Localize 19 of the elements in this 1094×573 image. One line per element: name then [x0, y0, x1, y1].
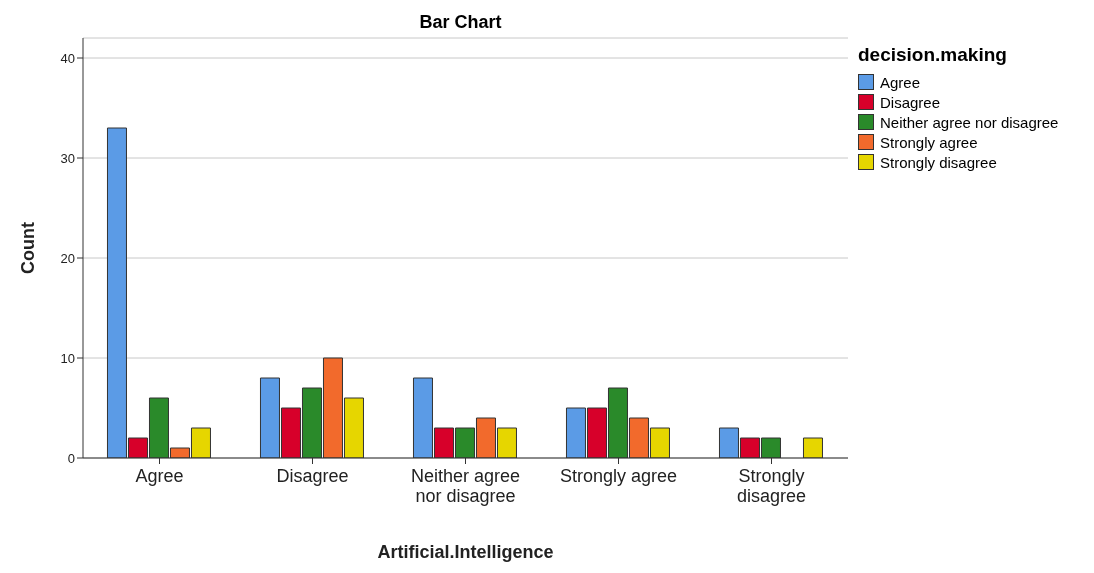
x-tick-label: Agree [135, 466, 184, 486]
chart-title: Bar Chart [418, 12, 503, 33]
y-tick-label: 0 [67, 450, 75, 466]
legend-label: Agree [880, 73, 921, 91]
x-axis-title: Artificial.Intelligence [377, 542, 554, 562]
y-tick-label: 20 [60, 250, 75, 266]
y-tick-label: 10 [60, 350, 75, 366]
y-tick-label: 30 [60, 150, 75, 166]
y-axis-title: Count [18, 222, 39, 274]
legend-title: decision.making [858, 44, 1008, 66]
x-tick-label: Strongly agree [559, 466, 678, 486]
legend-label: Disagree [880, 93, 941, 111]
x-tick-label: Strongly disagree [736, 466, 807, 506]
legend-label: Neither agree nor disagree [880, 113, 1059, 131]
x-tick-label: Neither agree nor disagree [410, 466, 521, 506]
x-tick-label: Disagree [276, 466, 349, 486]
legend-label: Strongly disagree [880, 153, 997, 171]
legend-label: Strongly agree [880, 133, 978, 151]
y-tick-label: 40 [60, 50, 75, 66]
